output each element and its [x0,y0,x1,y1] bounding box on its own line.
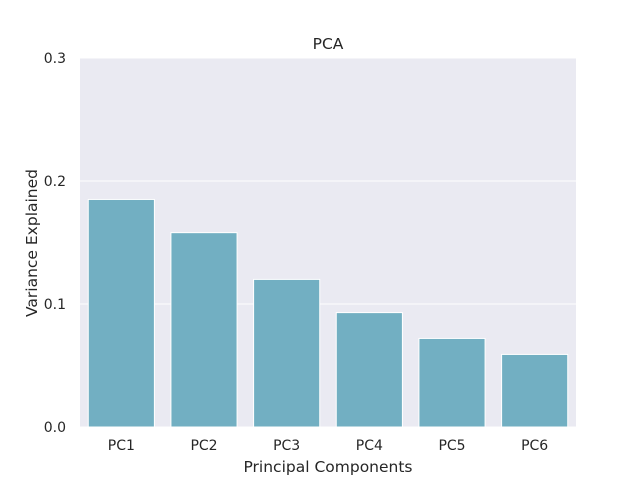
bar-pc3 [253,278,321,428]
plot-area [80,58,576,427]
bar-pc5 [418,337,486,428]
x-tick-label: PC5 [438,438,465,454]
y-tick-label: 0.1 [44,297,66,313]
chart-title: PCA [313,35,344,53]
x-axis-label: Principal Components [243,458,412,476]
bar-pc4 [335,312,403,428]
bar-pc2 [170,232,238,428]
grid-lines [80,57,576,428]
y-tick-label: 0.0 [44,420,66,436]
x-tick-labels: PC1 PC2 PC3 PC4 PC5 PC6 [108,438,549,454]
x-tick-label: PC6 [521,438,548,454]
bars [87,198,569,428]
x-tick-label: PC1 [108,438,135,454]
x-tick-label: PC3 [273,438,300,454]
y-axis-label: Variance Explained [23,169,41,317]
bar-pc1 [87,198,155,428]
y-tick-label: 0.2 [44,174,66,190]
bar-pc6 [501,353,569,428]
x-tick-label: PC4 [356,438,383,454]
y-tick-labels: 0.0 0.1 0.2 0.3 [44,51,66,436]
y-tick-label: 0.3 [44,51,66,67]
x-tick-label: PC2 [190,438,217,454]
